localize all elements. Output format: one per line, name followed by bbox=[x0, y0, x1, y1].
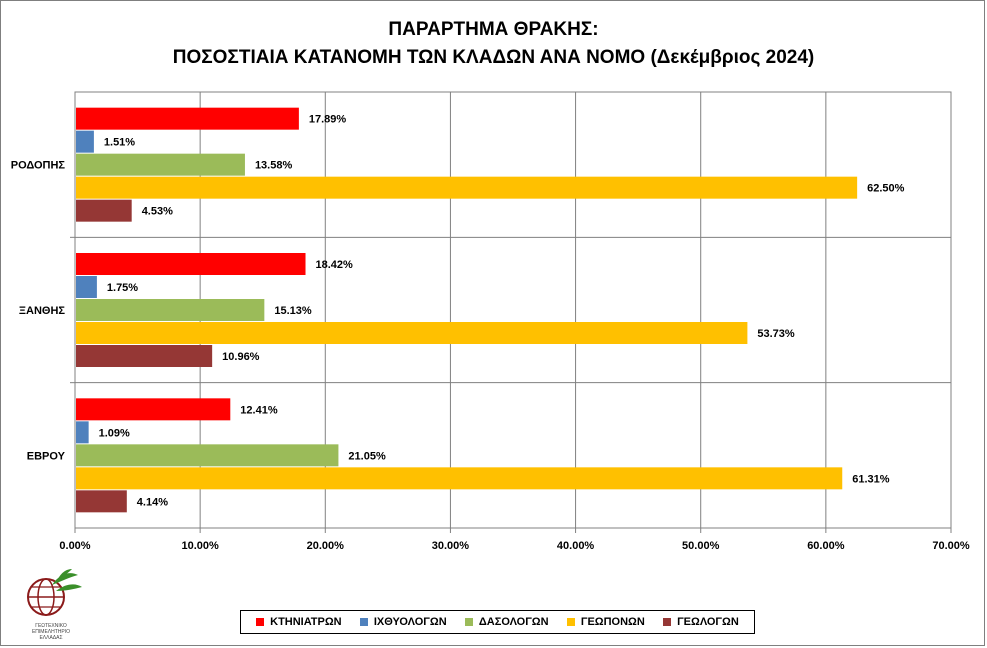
data-label: 4.14% bbox=[137, 496, 168, 508]
bar bbox=[76, 444, 339, 467]
data-label: 53.73% bbox=[757, 328, 795, 340]
category-label: ΞΑΝΘΗΣ bbox=[19, 305, 65, 317]
x-tick-label: 70.00% bbox=[932, 540, 970, 552]
data-label: 1.75% bbox=[107, 282, 138, 294]
data-label: 18.42% bbox=[316, 259, 354, 271]
x-tick-label: 10.00% bbox=[181, 540, 219, 552]
data-label: 62.50% bbox=[867, 183, 905, 195]
bar bbox=[76, 322, 748, 344]
chart-title: ΠΑΡΑΡΤΗΜΑ ΘΡΑΚΗΣ: bbox=[388, 19, 599, 40]
legend-item: ΔΑΣΟΛΟΓΩΝ bbox=[464, 616, 549, 628]
x-tick-label: 20.00% bbox=[307, 540, 345, 552]
data-label: 61.31% bbox=[852, 473, 890, 485]
data-label: 13.58% bbox=[255, 160, 293, 172]
legend-label: ΓΕΩΛΟΓΩΝ bbox=[677, 616, 739, 628]
bar bbox=[76, 276, 97, 298]
bar bbox=[76, 345, 213, 367]
legend-item: ΙΧΘΥΟΛΟΓΩΝ bbox=[359, 616, 447, 628]
legend-label: ΓΕΩΠΟΝΩΝ bbox=[580, 616, 645, 628]
data-label: 1.51% bbox=[104, 137, 135, 149]
category-label: ΕΒΡΟΥ bbox=[27, 450, 66, 462]
category-label: ΡΟΔΟΠΗΣ bbox=[11, 160, 66, 172]
chart-subtitle: ΠΟΣΟΣΤΙΑΙΑ ΚΑΤΑΝΟΜΗ ΤΩΝ ΚΛΑΔΩΝ ΑΝΑ ΝΟΜΟ … bbox=[172, 47, 815, 68]
data-label: 10.96% bbox=[222, 351, 260, 363]
bar bbox=[76, 490, 127, 513]
legend-item: ΓΕΩΠΟΝΩΝ bbox=[566, 616, 645, 628]
svg-text:ΓΕΩΤΕΧΝΙΚΟ: ΓΕΩΤΕΧΝΙΚΟ bbox=[35, 623, 67, 629]
legend-label: ΔΑΣΟΛΟΓΩΝ bbox=[478, 616, 549, 628]
svg-text:ΕΛΛΑΔΑΣ: ΕΛΛΑΔΑΣ bbox=[39, 635, 62, 641]
x-tick-label: 60.00% bbox=[807, 540, 845, 552]
legend-swatch bbox=[566, 618, 575, 626]
data-label: 4.53% bbox=[142, 206, 173, 218]
data-label: 21.05% bbox=[348, 450, 386, 462]
bar bbox=[76, 253, 306, 275]
x-tick-label: 30.00% bbox=[432, 540, 470, 552]
bar bbox=[76, 199, 132, 222]
bar bbox=[76, 176, 858, 199]
legend-item: ΚΤΗΝΙΑΤΡΩΝ bbox=[256, 616, 342, 628]
bar bbox=[76, 467, 843, 490]
bar bbox=[76, 153, 245, 176]
logo-globe-icon: ΓΕΩΤΕΧΝΙΚΟ ΕΠΙΜΕΛΗΤΗΡΙΟ ΕΛΛΑΔΑΣ bbox=[27, 569, 82, 641]
svg-text:ΕΠΙΜΕΛΗΤΗΡΙΟ: ΕΠΙΜΕΛΗΤΗΡΙΟ bbox=[32, 629, 70, 635]
x-tick-label: 40.00% bbox=[557, 540, 595, 552]
bar bbox=[76, 421, 89, 444]
legend-swatch bbox=[663, 618, 672, 626]
legend-item: ΓΕΩΛΟΓΩΝ bbox=[663, 616, 739, 628]
legend-swatch bbox=[359, 618, 368, 626]
legend-label: ΙΧΘΥΟΛΟΓΩΝ bbox=[373, 616, 447, 628]
x-tick-label: 50.00% bbox=[682, 540, 720, 552]
data-label: 17.89% bbox=[309, 114, 347, 126]
data-label: 1.09% bbox=[99, 427, 130, 439]
bar bbox=[76, 107, 299, 130]
legend-swatch bbox=[256, 618, 265, 626]
data-label: 15.13% bbox=[274, 305, 312, 317]
bar bbox=[76, 398, 231, 421]
x-tick-label: 0.00% bbox=[59, 540, 90, 552]
bar bbox=[76, 130, 94, 153]
geotee-logo: ΓΕΩΤΕΧΝΙΚΟ ΕΠΙΜΕΛΗΤΗΡΙΟ ΕΛΛΑΔΑΣ bbox=[8, 565, 94, 643]
chart-legend: ΚΤΗΝΙΑΤΡΩΝ ΙΧΘΥΟΛΟΓΩΝ ΔΑΣΟΛΟΓΩΝ ΓΕΩΠΟΝΩΝ ΓΕΩ… bbox=[240, 610, 755, 634]
legend-label: ΚΤΗΝΙΑΤΡΩΝ bbox=[270, 616, 342, 628]
bar bbox=[76, 299, 265, 321]
data-label: 12.41% bbox=[240, 404, 278, 416]
legend-swatch bbox=[464, 618, 473, 626]
